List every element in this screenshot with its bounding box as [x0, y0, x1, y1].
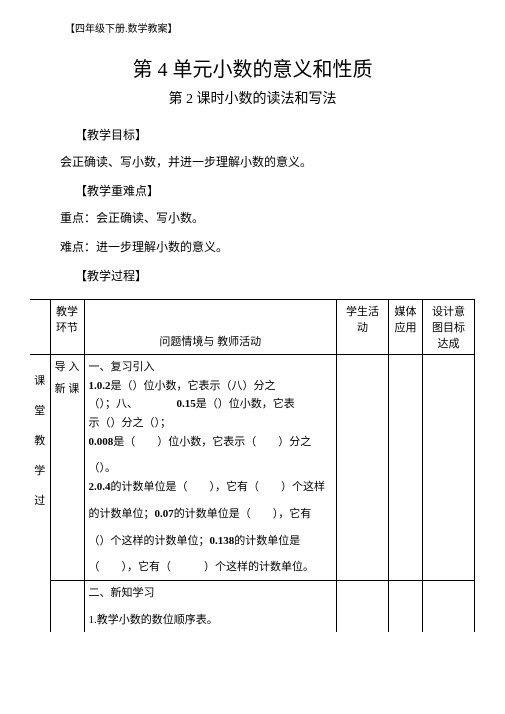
- header-activity: 学生活动: [337, 300, 389, 355]
- lesson-title: 第 2 课时小数的读法和写法: [30, 88, 475, 108]
- phase-text: 新 课: [55, 380, 80, 396]
- content-line: 二、新知学习: [89, 584, 333, 603]
- side-char: 课: [34, 372, 46, 388]
- lesson-table: 教学环节 问题情境与 教师活动 学生活动 媒体应用 设计意图目标达成 课 堂 教…: [30, 299, 475, 632]
- content-line: （）；八、 0.15是（）位小数，它表: [89, 395, 333, 414]
- phase-cell: 导 入 新 课: [50, 355, 84, 581]
- main-content: 一、复习引入 1.0.2是（）位小数，它表示（八）分之 （）；八、 0.15是（…: [84, 355, 337, 581]
- content-line: 的计数单位；0.07的计数单位是（ ），它有: [89, 505, 333, 524]
- media-cell: [389, 580, 423, 632]
- content-line: 0.008是（ ）位小数，它表示（ ）分之: [89, 433, 333, 452]
- design-cell: [423, 355, 475, 581]
- process-label: 【教学过程】: [75, 267, 475, 284]
- media-cell: [389, 355, 423, 581]
- side-char: 学: [34, 462, 46, 478]
- goal-text: 会正确读、写小数，并进一步理解小数的意义。: [60, 153, 475, 170]
- content-line: （ ），它有（ ）个这样的计数单位。: [89, 558, 333, 577]
- table-header-row: 教学环节 问题情境与 教师活动 学生活动 媒体应用 设计意图目标达成: [30, 300, 475, 355]
- side-char: 教: [34, 432, 46, 448]
- table-row: 二、新知学习 1.教学小数的数位顺序表。: [30, 580, 475, 632]
- activity-cell: [337, 580, 389, 632]
- activity-cell: [337, 355, 389, 581]
- unit-title: 第 4 单元小数的意义和性质: [30, 53, 475, 82]
- phase-text: 导 入: [55, 358, 80, 374]
- key-text: 重点：会正确读、写小数。: [60, 209, 475, 226]
- content-line: 1.0.2是（）位小数，它表示（八）分之: [89, 377, 333, 396]
- header-media: 媒体应用: [389, 300, 423, 355]
- header-design: 设计意图目标达成: [423, 300, 475, 355]
- side-char: 堂: [34, 402, 46, 418]
- header-main: 问题情境与 教师活动: [84, 300, 337, 355]
- goal-label: 【教学目标】: [75, 126, 475, 143]
- design-cell: [423, 580, 475, 632]
- difficulty-label: 【教学重难点】: [75, 182, 475, 199]
- table-row: 课 堂 教 学 过 导 入 新 课 一、复习引入 1.0.2是（）位小数，它表示…: [30, 355, 475, 581]
- side-char: 过: [34, 492, 46, 508]
- content-line: 1.教学小数的数位顺序表。: [89, 611, 333, 630]
- content-line: 一、复习引入: [89, 358, 333, 377]
- content-line: 2.0.4的计数单位是（ ），它有（ ）个这样: [89, 478, 333, 497]
- phase-cell: [50, 580, 84, 632]
- header-side: [30, 300, 50, 355]
- header-phase: 教学环节: [50, 300, 84, 355]
- header-note: 【四年级下册.数学教案】: [65, 20, 475, 35]
- content-line: （）。: [89, 459, 333, 478]
- content-line: 示（）分之（）；: [89, 414, 333, 433]
- side-label: 课 堂 教 学 过: [30, 355, 50, 633]
- content-line: （）个这样的计数单位；0.138的计数单位是: [89, 532, 333, 551]
- main-content: 二、新知学习 1.教学小数的数位顺序表。: [84, 580, 337, 632]
- diff-text: 难点：进一步理解小数的意义。: [60, 238, 475, 255]
